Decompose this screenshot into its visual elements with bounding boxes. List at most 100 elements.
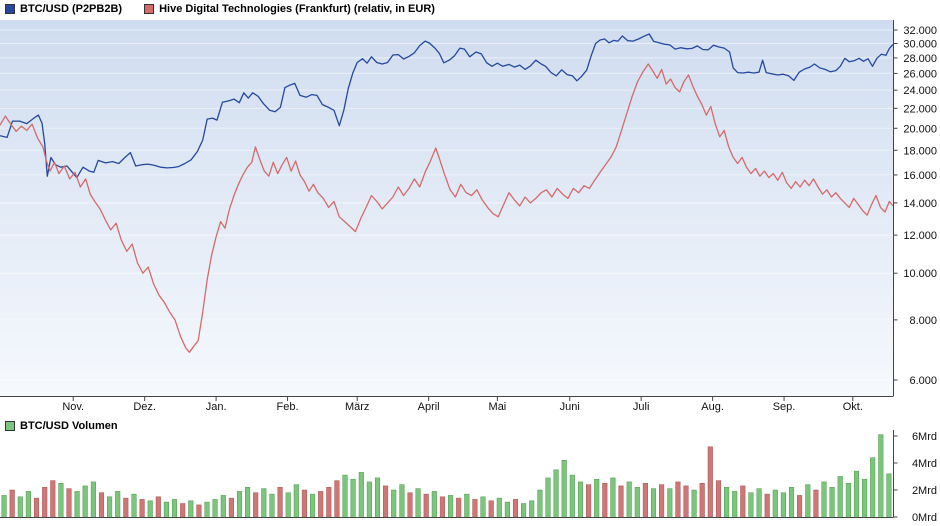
volume-bar (301, 489, 307, 518)
volume-bar (472, 499, 478, 518)
volume-bar (171, 499, 178, 518)
volume-bar (115, 491, 121, 518)
volume-bar (667, 488, 673, 518)
volume-bar (821, 481, 827, 518)
volume-bar (772, 489, 778, 518)
volume-bar (310, 493, 316, 518)
volume-bar (659, 484, 665, 518)
volume-bar (561, 460, 567, 518)
volume-bar (545, 477, 551, 518)
volume-bar (845, 483, 851, 518)
btc-legend-label: BTC/USD (P2PB2B) (20, 3, 123, 15)
volume-bar (724, 487, 730, 518)
x-axis-label: Mai (489, 401, 507, 413)
volume-bar (228, 497, 234, 518)
price-plot-background (0, 20, 893, 396)
volume-bar (521, 503, 527, 518)
volume-bar (33, 497, 40, 518)
volume-bar (139, 499, 145, 518)
volume-bar (123, 497, 129, 518)
volume-bar (496, 497, 502, 518)
volume-bar (626, 481, 632, 518)
y-axis-label: 24.000 (903, 85, 937, 97)
volume-bar (448, 495, 454, 518)
volume-bar (837, 476, 843, 518)
volume-axis-label: 0Mrd (912, 512, 937, 524)
volume-bar (512, 499, 519, 518)
x-axis-label: Okt. (843, 401, 863, 413)
volume-bar (886, 473, 892, 518)
volume-bar (147, 500, 153, 518)
volume-bar (358, 472, 364, 518)
volume-bar (285, 492, 291, 518)
volume-chart-legend: BTC/USD Volumen (5, 420, 118, 432)
volume-bar (163, 501, 169, 518)
x-axis-label: Jan. (206, 401, 227, 413)
volume-bar (253, 492, 259, 518)
volume-legend-item: BTC/USD Volumen (5, 420, 118, 432)
volume-bar (683, 485, 689, 518)
volume-bar (204, 501, 210, 518)
volume-bar (878, 434, 884, 518)
volume-bar (707, 446, 713, 518)
hive-legend-item: Hive Digital Technologies (Frankfurt) (r… (144, 3, 435, 15)
volume-bar (236, 491, 243, 518)
volume-bar (342, 474, 348, 518)
volume-bar (9, 489, 15, 518)
volume-bar (82, 485, 88, 518)
volume-bar (813, 489, 819, 518)
volume-bar (439, 496, 445, 518)
hive-price-line (0, 63, 894, 353)
volume-bar (74, 491, 80, 518)
x-axis-label: Juni (560, 401, 580, 413)
volume-bar (870, 457, 876, 518)
volume-bar (456, 497, 462, 518)
volume-bar (577, 481, 584, 518)
volume-bar (610, 477, 616, 518)
hive-legend-label: Hive Digital Technologies (Frankfurt) (r… (159, 3, 435, 15)
volume-bar (853, 470, 860, 518)
y-axis-label: 26.000 (903, 68, 937, 80)
x-axis-label: Dez. (133, 401, 156, 413)
price-chart-legend: BTC/USD (P2PB2B) Hive Digital Technologi… (5, 3, 435, 15)
volume-bar (42, 487, 48, 518)
volume-bar (618, 485, 624, 518)
volume-bar (98, 492, 105, 518)
volume-bar (594, 478, 600, 518)
y-axis-label: 28.000 (903, 53, 937, 65)
volume-bar (797, 495, 803, 518)
volume-bar (293, 484, 299, 518)
y-axis-label: 12.000 (903, 230, 937, 242)
volume-bar (350, 478, 356, 518)
hive-legend-swatch (144, 4, 155, 14)
volume-bar (464, 493, 470, 518)
volume-bar (756, 488, 762, 518)
volume-bar (25, 491, 31, 518)
y-axis-label: 20.000 (903, 123, 937, 135)
volume-bar (399, 484, 405, 518)
volume-bar (334, 480, 340, 518)
volume-bar (642, 483, 648, 518)
volume-bar (58, 483, 64, 518)
volume-bar (277, 487, 283, 518)
volume-bar (196, 504, 202, 518)
y-axis-label: 22.000 (903, 103, 937, 115)
volume-bar (261, 488, 267, 518)
volume-bar (504, 501, 510, 518)
volume-axis-label: 2Mrd (912, 485, 937, 497)
volume-bar (529, 500, 535, 518)
volume-bar (188, 500, 194, 518)
y-axis-label: 16.000 (903, 170, 937, 182)
volume-bar (220, 495, 226, 518)
btc-legend-item: BTC/USD (P2PB2B) (5, 3, 122, 15)
volume-bar (764, 493, 770, 518)
volume-bar (788, 487, 795, 518)
volume-bar (212, 499, 218, 518)
volume-bar (366, 481, 372, 518)
y-axis-label: 32.000 (903, 25, 937, 37)
y-axis-label: 10.000 (903, 268, 937, 280)
x-axis-label: Juli (633, 401, 650, 413)
volume-bar (423, 493, 429, 518)
